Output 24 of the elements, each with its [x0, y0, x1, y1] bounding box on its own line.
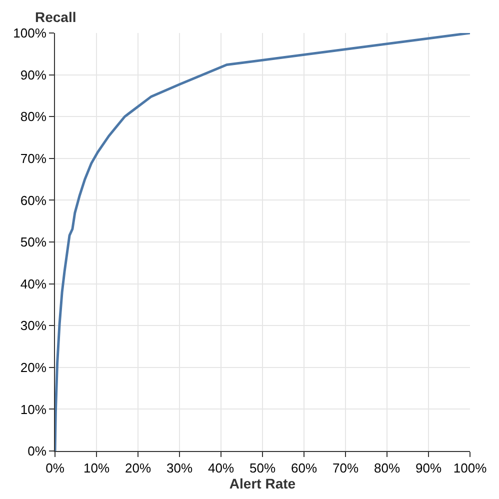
x-tick-label: 0%	[46, 460, 65, 476]
y-tick-label: 10%	[20, 402, 47, 417]
x-tick-label: 10%	[83, 460, 110, 476]
x-tick-label: 20%	[124, 460, 152, 476]
y-tick-label: 0%	[28, 444, 47, 459]
y-tick-label: 90%	[20, 67, 47, 82]
y-tick-label: 30%	[20, 318, 47, 334]
x-tick-label: 30%	[166, 460, 193, 476]
y-tick-label: 100%	[13, 26, 47, 41]
x-axis-title: Alert Rate	[229, 476, 296, 492]
x-tick-label: 80%	[374, 460, 400, 476]
y-tick-label: 40%	[20, 276, 47, 292]
y-tick-label: 50%	[20, 234, 47, 250]
y-tick-label: 80%	[20, 109, 47, 124]
y-axis-title: Recall	[35, 9, 76, 25]
y-tick-label: 70%	[20, 150, 47, 166]
x-tick-label: 40%	[208, 460, 234, 476]
x-tick-label: 50%	[249, 460, 276, 476]
y-tick-label: 20%	[20, 360, 47, 375]
x-tick-label: 100%	[453, 460, 488, 476]
y-tick-label: 60%	[20, 192, 47, 208]
x-tick-label: 90%	[415, 460, 442, 476]
x-tick-label: 70%	[332, 460, 359, 476]
x-tick-label: 60%	[290, 460, 318, 476]
